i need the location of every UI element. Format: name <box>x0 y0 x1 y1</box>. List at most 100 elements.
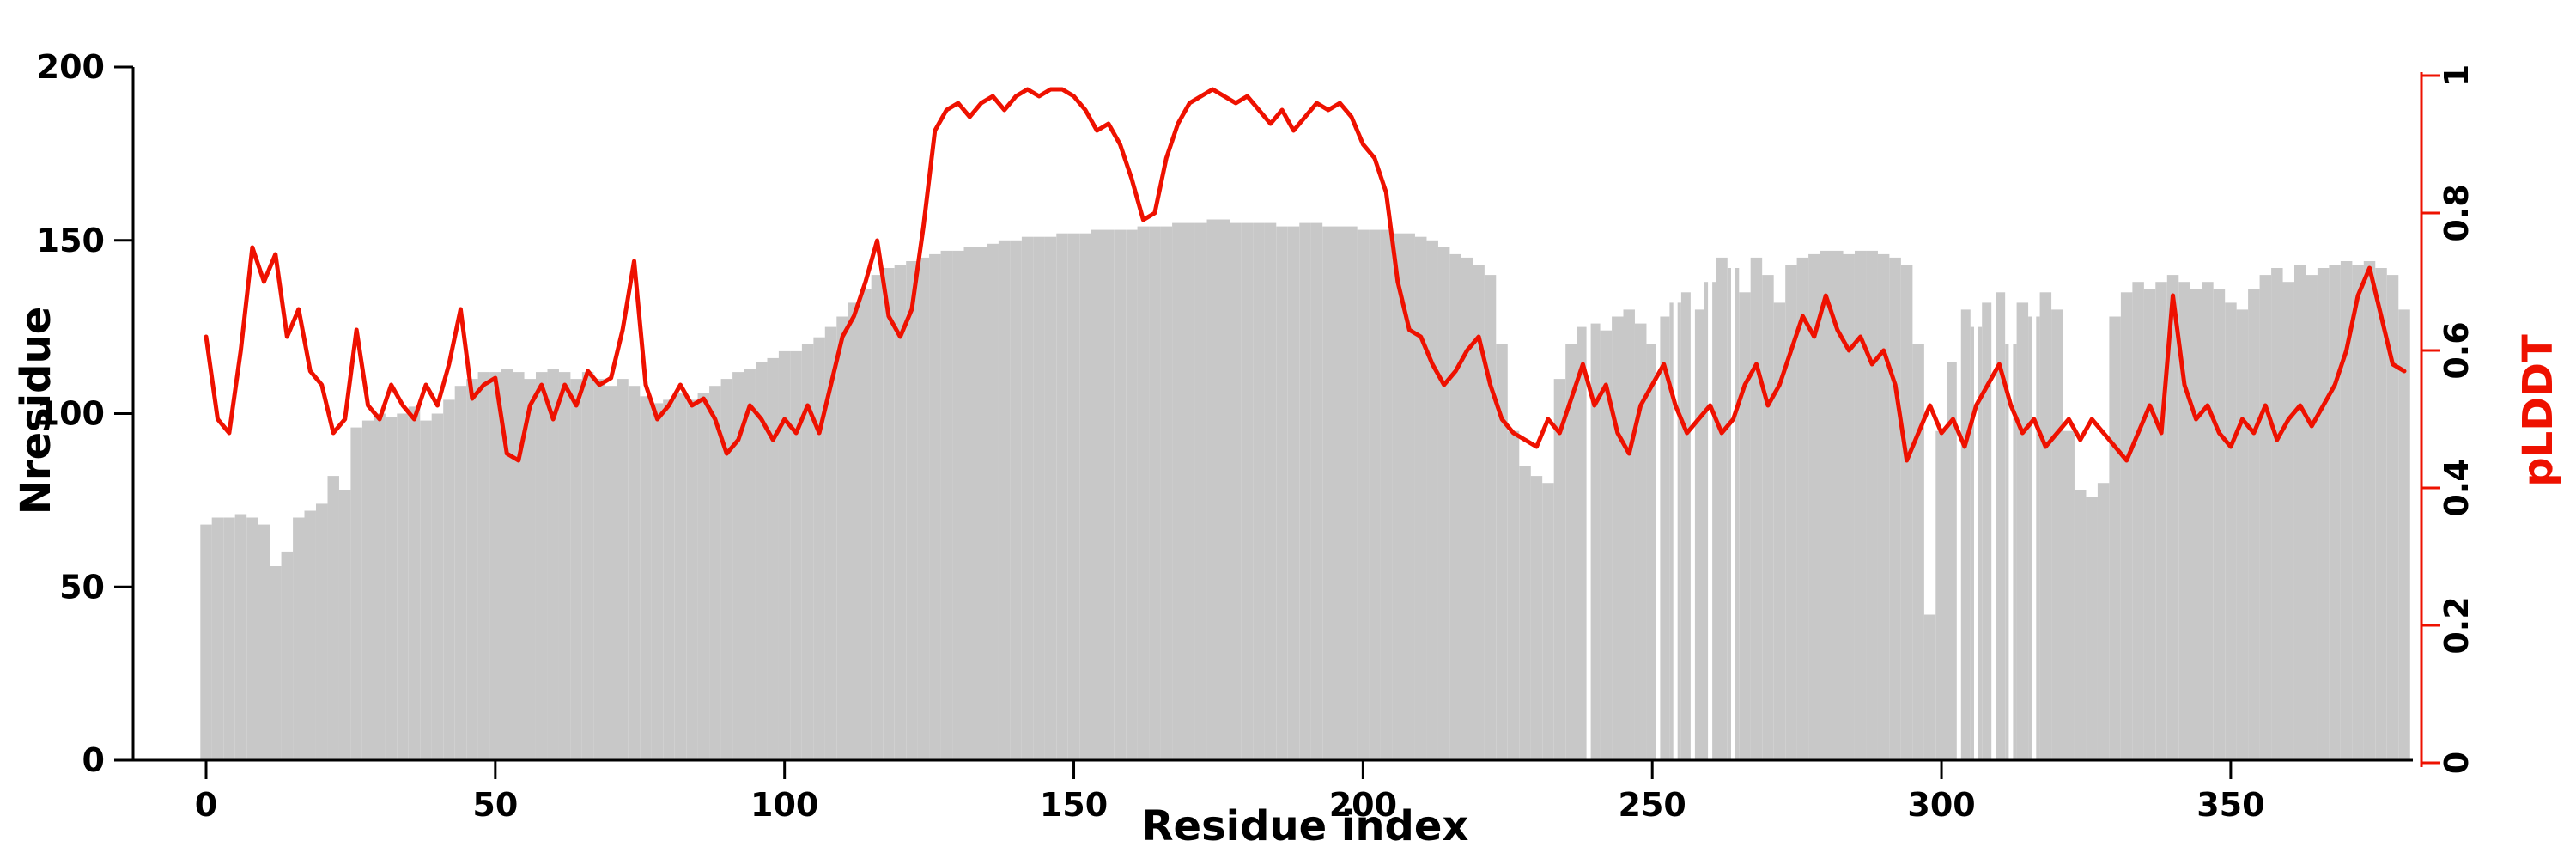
nresidue-bar <box>640 396 652 760</box>
nresidue-bar <box>1785 265 1797 760</box>
nresidue-bar <box>2398 309 2410 760</box>
nresidue-bar <box>1947 362 1959 760</box>
nresidue-bar <box>1218 219 1230 760</box>
nresidue-bars <box>200 176 2410 761</box>
nresidue-bar <box>2075 490 2087 760</box>
nresidue-bar <box>824 326 837 760</box>
nresidue-bar <box>1357 229 1370 761</box>
nresidue-bar <box>1253 222 1265 761</box>
nresidue-bar <box>2039 292 2052 760</box>
nresidue-bar <box>1230 222 1242 761</box>
nresidue-bar <box>1149 226 1161 761</box>
nresidue-bar <box>1160 226 1173 761</box>
nresidue-bar <box>1993 292 2006 760</box>
nresidue-bar <box>1206 219 1218 760</box>
nresidue-bar <box>674 393 687 760</box>
nresidue-bar <box>327 476 339 760</box>
nresidue-bar <box>975 247 987 760</box>
nresidue-bar <box>1680 292 1693 760</box>
y-right-tick-label: 0.4 <box>2438 459 2476 516</box>
nresidue-bar <box>1589 323 1601 760</box>
nresidue-bar <box>1033 236 1045 760</box>
nresidue-bar <box>2271 268 2283 760</box>
nresidue-bar <box>1183 222 1195 761</box>
nresidue-bar <box>2213 289 2226 760</box>
bar-gap <box>1656 176 1661 760</box>
nresidue-bar <box>2306 275 2318 761</box>
nresidue-bar <box>1021 236 1034 760</box>
nresidue-bar <box>374 413 386 760</box>
nresidue-bar <box>756 362 768 760</box>
nresidue-bar <box>1959 309 1971 760</box>
nresidue-bar <box>1437 247 1450 760</box>
nresidue-bar <box>1392 233 1404 760</box>
nresidue-bar <box>385 417 398 760</box>
nresidue-bar <box>2143 289 2156 760</box>
nresidue-bar <box>1796 257 1809 760</box>
nresidue-bar <box>1600 330 1613 760</box>
nresidue-bar <box>1010 240 1022 761</box>
nresidue-bar <box>1264 222 1277 761</box>
nresidue-bar <box>998 240 1011 761</box>
nresidue-bar <box>2259 275 2272 761</box>
nresidue-bar <box>2386 275 2399 761</box>
nresidue-bar <box>2178 282 2190 760</box>
nresidue-bar <box>1912 344 1924 760</box>
bar-gap <box>1690 176 1695 760</box>
nresidue-bar <box>1091 229 1103 761</box>
nresidue-bar <box>1496 344 1508 760</box>
nresidue-bar <box>2248 289 2260 760</box>
nresidue-bar <box>1114 229 1127 761</box>
x-tick-label: 300 <box>1907 786 1975 824</box>
nresidue-bar <box>2282 282 2294 760</box>
nresidue-bar <box>663 399 675 760</box>
nresidue-bar <box>1553 379 1566 760</box>
nresidue-bar <box>906 261 918 760</box>
nresidue-bar <box>883 268 895 760</box>
nresidue-bar <box>1530 476 1543 760</box>
nresidue-bar <box>871 275 884 761</box>
nresidue-bar <box>2016 302 2029 760</box>
nresidue-bar <box>1334 226 1346 761</box>
nresidue-bar <box>570 379 582 760</box>
nresidue-bar <box>605 386 617 760</box>
bar-gap <box>1673 176 1678 760</box>
nresidue-bar <box>720 379 733 760</box>
nresidue-bar <box>2132 282 2144 760</box>
nresidue-bar <box>1855 250 1867 760</box>
x-tick-label: 50 <box>472 786 518 824</box>
x-tick-label: 200 <box>1329 786 1397 824</box>
nresidue-bar <box>443 399 455 760</box>
nresidue-bar <box>1067 233 1080 760</box>
nresidue-bar <box>1820 250 1832 760</box>
nresidue-bar <box>1716 257 1728 760</box>
nresidue-bar <box>1612 316 1624 760</box>
x-tick-label: 250 <box>1619 786 1686 824</box>
nresidue-bar <box>732 372 744 760</box>
nresidue-bar <box>2120 292 2133 760</box>
nresidue-bar <box>246 517 258 760</box>
nresidue-bar <box>813 337 825 760</box>
nresidue-bar <box>1646 344 1658 760</box>
nresidue-bar <box>1542 483 1554 760</box>
nresidue-bar <box>547 369 559 760</box>
nresidue-bar <box>431 413 444 760</box>
nresidue-bar <box>929 253 941 760</box>
bar-gap <box>1991 176 1996 760</box>
nresidue-bar <box>1900 265 1913 760</box>
nresidue-bar <box>1044 236 1057 760</box>
nresidue-bar <box>686 399 698 760</box>
nresidue-bar <box>848 302 860 760</box>
nresidue-bar <box>211 517 224 760</box>
nresidue-bar <box>1507 430 1520 760</box>
nresidue-bar <box>304 510 316 760</box>
nresidue-bar <box>1299 222 1311 761</box>
nresidue-bar <box>836 316 848 760</box>
y-left-tick-label: 200 <box>37 48 105 86</box>
nresidue-bar <box>2190 289 2202 760</box>
nresidue-bar <box>1519 466 1531 760</box>
y-right-tick-label: 0 <box>2438 752 2476 774</box>
nresidue-bar <box>350 427 362 760</box>
nresidue-bar <box>1287 226 1300 761</box>
